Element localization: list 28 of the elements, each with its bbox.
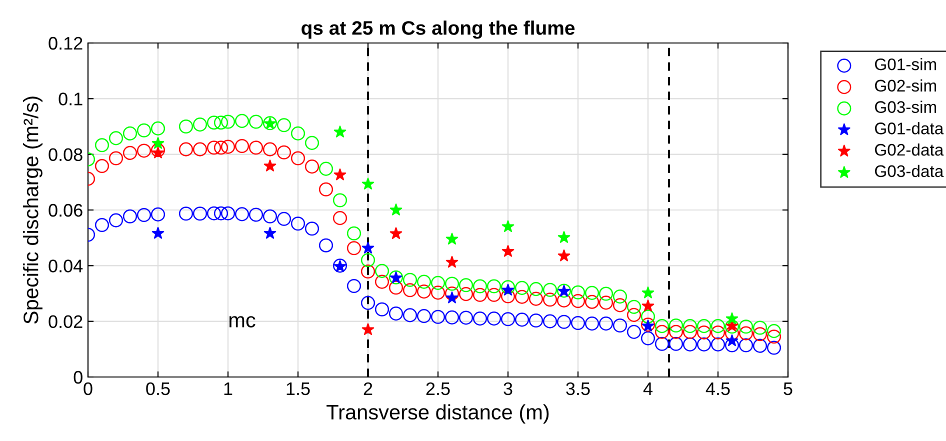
y-axis-title: Specific discharge (m²/s) [23, 96, 42, 324]
x-tick-label: 0.5 [146, 382, 170, 396]
legend-label: G02-data [875, 143, 944, 156]
legend-label: G01-data [875, 122, 944, 134]
x-tick-label: 4 [643, 382, 652, 395]
legend-label: G02-sim [875, 79, 936, 92]
x-tick-label: 3 [504, 382, 512, 396]
x-axis-title: Transverse distance (m) [326, 404, 549, 424]
annotation: mc [230, 316, 256, 328]
x-tick-label: 2 [364, 382, 372, 395]
x-tick-label: 1 [224, 382, 232, 395]
x-tick-label: 4.5 [706, 382, 730, 396]
y-tick-label: 0.1 [58, 92, 82, 106]
x-tick-label: 1.5 [286, 382, 310, 396]
x-tick-label: 3.5 [566, 382, 590, 396]
legend-label: G03-data [875, 164, 944, 178]
legend-label: G03-sim [875, 100, 936, 113]
x-tick-label: 5 [784, 382, 792, 396]
legend-label: G01-sim [875, 58, 936, 70]
y-tick-label: 0 [74, 370, 82, 384]
y-tick-label: 0.06 [48, 204, 82, 217]
chart-title: qs at 25 m Cs along the flume [302, 20, 575, 39]
y-tick-label: 0.04 [48, 260, 83, 272]
y-tick-label: 0.12 [48, 36, 82, 50]
x-tick-label: 2.5 [426, 382, 450, 396]
y-tick-label: 0.02 [48, 315, 82, 328]
y-tick-label: 0.08 [48, 148, 82, 162]
x-tick-label: 0 [84, 382, 92, 396]
